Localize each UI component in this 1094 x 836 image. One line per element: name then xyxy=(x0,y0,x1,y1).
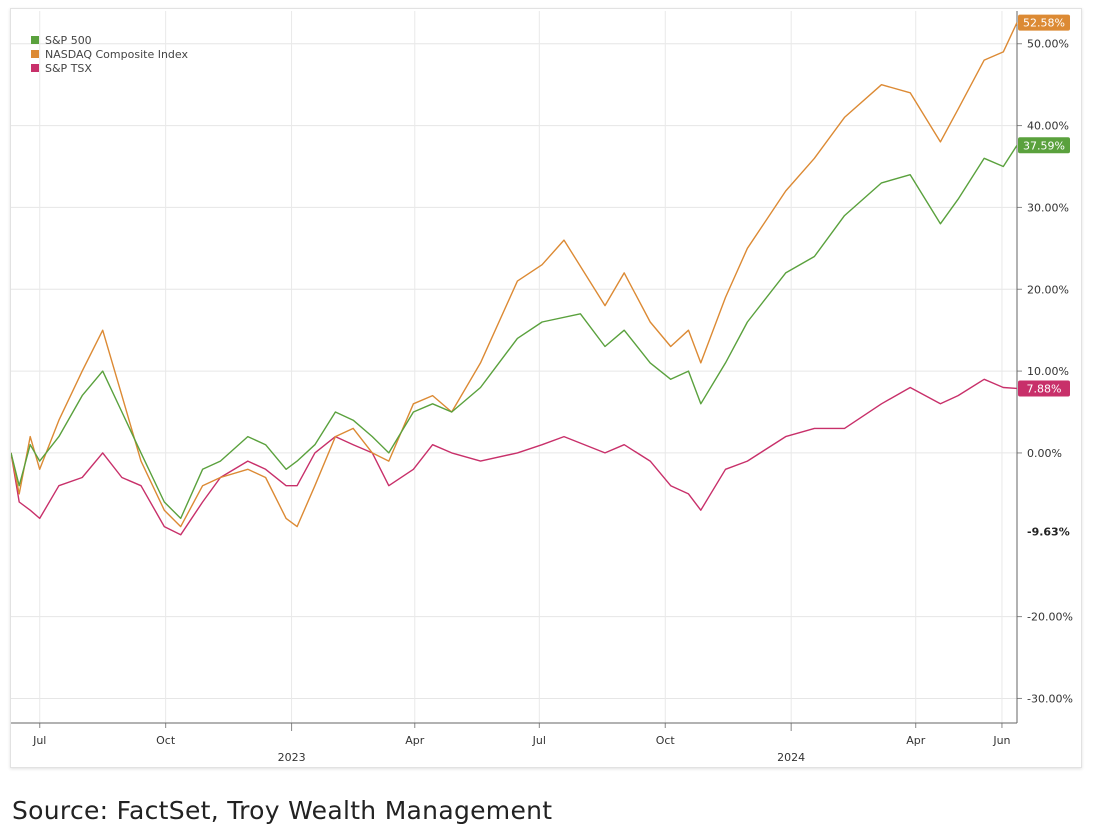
y-tick-label: 0.00% xyxy=(1027,447,1062,460)
x-tick-label: Jul xyxy=(32,734,46,747)
legend-item-tsx: S&P TSX xyxy=(31,61,188,75)
y-tick-label: 50.00% xyxy=(1027,38,1069,51)
legend-swatch-nasdaq xyxy=(31,50,39,58)
legend-label-sp500: S&P 500 xyxy=(45,33,92,47)
x-tick-label: Jun xyxy=(992,734,1010,747)
y-tick-label: 40.00% xyxy=(1027,120,1069,133)
x-tick-label: Jul xyxy=(532,734,546,747)
chart-legend: S&P 500 NASDAQ Composite Index S&P TSX xyxy=(31,33,188,75)
line-chart: 50.00% 40.00% 30.00% 20.00% 10.00% 0.00% -20.0… xyxy=(11,11,1073,764)
x-tick-label: Apr xyxy=(906,734,926,747)
legend-item-nasdaq: NASDAQ Composite Index xyxy=(31,47,188,61)
x-year-label: 2024 xyxy=(777,751,805,764)
y-tick-label: 10.00% xyxy=(1027,365,1069,378)
y-tick-label: 30.00% xyxy=(1027,201,1069,214)
y-tick-label: 20.00% xyxy=(1027,283,1069,296)
x-tick-label: Oct xyxy=(656,734,676,747)
legend-label-nasdaq: NASDAQ Composite Index xyxy=(45,47,188,61)
callout-label: -9.63% xyxy=(1027,526,1070,539)
callout-label: 7.88% xyxy=(1027,382,1062,395)
source-note: Source: FactSet, Troy Wealth Management xyxy=(12,796,553,825)
x-tick-label: Apr xyxy=(405,734,425,747)
callout-badge xyxy=(1018,14,1070,31)
legend-item-sp500: S&P 500 xyxy=(31,33,188,47)
y-tick-label: -30.00% xyxy=(1027,692,1073,705)
legend-swatch-sp500 xyxy=(31,36,39,44)
series-line-1 xyxy=(11,22,1018,528)
callout-badge xyxy=(1018,137,1070,154)
x-year-label: 2023 xyxy=(278,751,306,764)
legend-label-tsx: S&P TSX xyxy=(45,61,92,75)
callout-label: 37.59% xyxy=(1023,139,1065,152)
x-tick-label: Oct xyxy=(156,734,176,747)
series-line-2 xyxy=(11,378,1018,536)
y-tick-label: -20.00% xyxy=(1027,611,1073,624)
callout-label: 52.58% xyxy=(1023,17,1065,30)
callout-badge xyxy=(1018,380,1070,397)
series-line-0 xyxy=(11,144,1018,520)
legend-swatch-tsx xyxy=(31,64,39,72)
chart-frame: 50.00% 40.00% 30.00% 20.00% 10.00% 0.00% -20.0… xyxy=(10,8,1082,768)
